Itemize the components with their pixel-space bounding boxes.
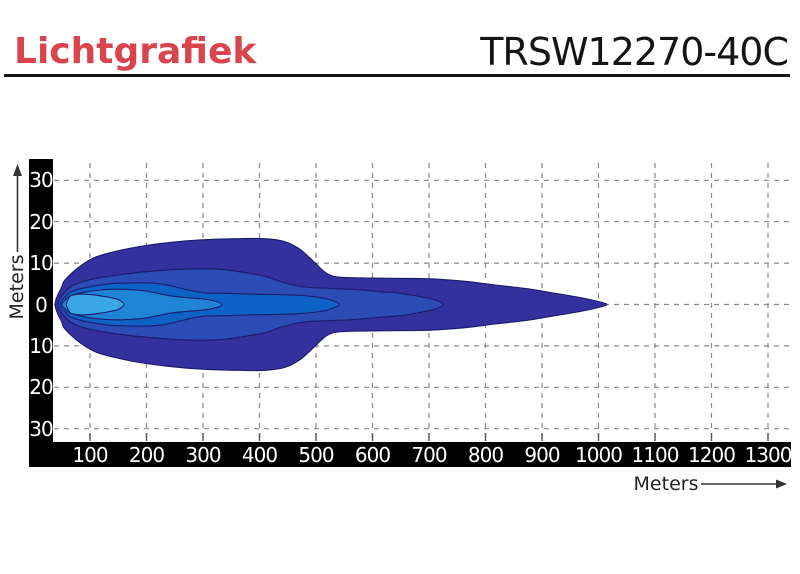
y-axis-label: 30 (29, 416, 53, 441)
y-axis-label: 20 (29, 209, 53, 234)
x-axis-label: 1300 (744, 443, 793, 467)
x-axis-label: 1200 (688, 443, 736, 467)
x-axis-bar (29, 442, 791, 467)
y-axis-label: 0 (35, 292, 48, 317)
y-axis-title: Meters (6, 254, 28, 320)
y-axis-label: 20 (29, 375, 53, 400)
x-axis-label: 700 (411, 443, 447, 467)
x-axis-label: 900 (524, 443, 560, 467)
axis-arrows (13, 164, 787, 489)
x-axis-label: 600 (354, 443, 391, 467)
y-axis-arrow-icon (13, 164, 22, 176)
x-axis-label: 800 (467, 443, 504, 467)
y-axis-label: 10 (29, 251, 53, 276)
page-title: Lichtgrafiek (14, 31, 257, 72)
y-axis-label: 10 (29, 333, 53, 358)
x-axis-label: 100 (72, 443, 108, 467)
y-axis-bar (29, 159, 53, 443)
x-axis-label: 400 (241, 443, 278, 467)
x-axis-label: 1100 (631, 443, 680, 467)
x-axis-label: 300 (185, 443, 221, 467)
axis-tick-layer (89, 433, 769, 441)
x-axis-arrow-icon (776, 479, 787, 489)
header-divider (4, 74, 790, 77)
y-axis-label: 30 (29, 168, 53, 193)
beam-level-5-hotspot (65, 293, 125, 316)
beam-contour-layer (54, 237, 608, 372)
product-code: TRSW12270-40C (480, 30, 789, 74)
x-axis-label: 200 (128, 443, 165, 467)
x-axis-label: 1000 (575, 443, 623, 467)
x-axis-label: 500 (298, 443, 334, 467)
x-axis-title: Meters (633, 473, 699, 495)
